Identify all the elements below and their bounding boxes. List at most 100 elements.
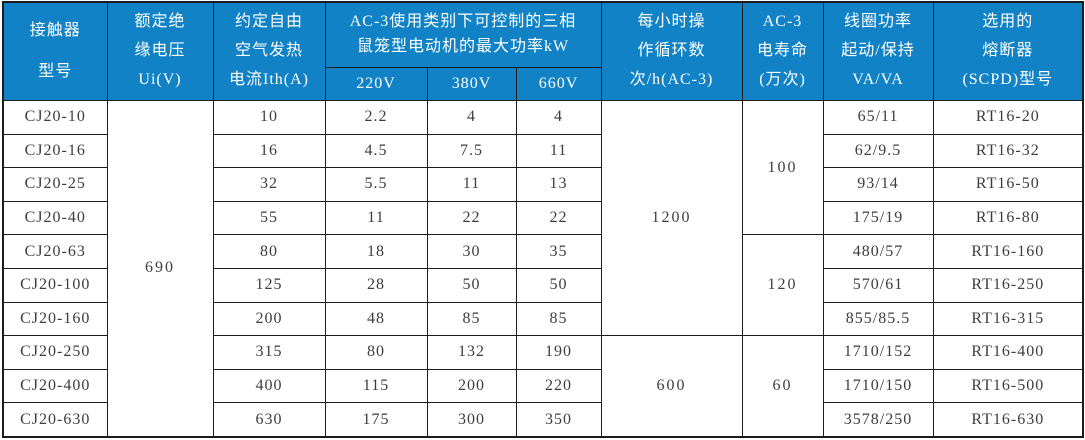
table-body: CJ20-10 690 10 2.2 4 4 1200 100 65/11 RT… bbox=[2, 99, 1084, 438]
cell-thermal-current: 80 bbox=[212, 234, 326, 269]
table-row: CJ20-160 200 48 85 85 855/85.5 RT16-315 bbox=[2, 301, 1084, 337]
cell-thermal-current: 16 bbox=[212, 133, 326, 169]
cell-electrical-life: 120 bbox=[741, 234, 824, 337]
cell-fuse-type: RT16-400 bbox=[932, 335, 1084, 370]
cell-thermal-current: 400 bbox=[212, 368, 326, 404]
cell-power-220: 5.5 bbox=[324, 167, 428, 202]
table-row: CJ20-40 55 11 22 22 175/19 RT16-80 bbox=[2, 200, 1084, 236]
cell-model: CJ20-63 bbox=[2, 234, 108, 269]
cell-power-220: 175 bbox=[324, 402, 428, 438]
cell-fuse-type: RT16-315 bbox=[932, 301, 1084, 337]
cell-thermal-current: 55 bbox=[212, 200, 326, 236]
table-row: CJ20-63 80 18 30 35 120 480/57 RT16-160 bbox=[2, 234, 1084, 337]
header-conventional-thermal-current: 约定自由 空气发热 电流Ith(A) bbox=[212, 1, 326, 101]
cell-power-380: 4 bbox=[426, 100, 517, 135]
cell-power-380: 50 bbox=[426, 267, 517, 303]
cell-power-660: 190 bbox=[515, 335, 602, 370]
header-row-top: 接触器 型号 额定绝 缘电压 Ui(V) 约定自由 空气发热 电流Ith(A) … bbox=[2, 1, 1084, 101]
cell-power-380: 200 bbox=[426, 368, 517, 404]
cell-fuse-type: RT16-80 bbox=[932, 200, 1084, 236]
cell-rated-insulation-voltage: 690 bbox=[106, 99, 214, 438]
cell-power-220: 2.2 bbox=[324, 100, 428, 135]
cell-power-380: 22 bbox=[426, 200, 517, 236]
cell-coil-power: 855/85.5 bbox=[822, 301, 934, 337]
cell-thermal-current: 315 bbox=[212, 335, 326, 370]
cell-power-660: 50 bbox=[515, 267, 602, 303]
cell-operating-cycles: 600 bbox=[600, 335, 743, 438]
cell-thermal-current: 200 bbox=[212, 301, 326, 337]
header-rated-insulation-voltage: 额定绝 缘电压 Ui(V) bbox=[106, 1, 214, 101]
cell-power-380: 7.5 bbox=[426, 133, 517, 169]
cell-power-220: 4.5 bbox=[324, 133, 428, 169]
cell-coil-power: 1710/150 bbox=[822, 368, 934, 404]
table-row: CJ20-400 400 115 200 220 1710/150 RT16-5… bbox=[2, 368, 1084, 404]
table-row: CJ20-16 16 4.5 7.5 11 62/9.5 RT16-32 bbox=[2, 133, 1084, 169]
cell-power-660: 4 bbox=[515, 100, 602, 135]
header-voltage-220: 220V bbox=[324, 67, 428, 101]
header-voltage-380: 380V bbox=[426, 67, 517, 101]
cell-power-380: 11 bbox=[426, 167, 517, 202]
cell-model: CJ20-630 bbox=[2, 402, 108, 438]
cell-thermal-current: 630 bbox=[212, 402, 326, 438]
cell-power-380: 132 bbox=[426, 335, 517, 370]
cell-model: CJ20-100 bbox=[2, 267, 108, 303]
cell-coil-power: 1710/152 bbox=[822, 335, 934, 370]
cell-fuse-type: RT16-32 bbox=[932, 133, 1084, 169]
cell-fuse-type: RT16-50 bbox=[932, 167, 1084, 202]
cell-electrical-life: 100 bbox=[741, 99, 824, 236]
cell-coil-power: 93/14 bbox=[822, 167, 934, 202]
cell-coil-power: 175/19 bbox=[822, 200, 934, 236]
cell-fuse-type: RT16-20 bbox=[932, 100, 1084, 135]
table-row: CJ20-25 32 5.5 11 13 93/14 RT16-50 bbox=[2, 167, 1084, 202]
cell-model: CJ20-160 bbox=[2, 301, 108, 337]
cell-fuse-type: RT16-250 bbox=[932, 267, 1084, 303]
cell-power-220: 28 bbox=[324, 267, 428, 303]
cell-coil-power: 480/57 bbox=[822, 234, 934, 269]
cell-model: CJ20-16 bbox=[2, 133, 108, 169]
cell-model: CJ20-10 bbox=[2, 100, 108, 135]
cell-model: CJ20-25 bbox=[2, 167, 108, 202]
cell-thermal-current: 125 bbox=[212, 267, 326, 303]
header-model: 接触器 型号 bbox=[2, 1, 108, 101]
table-row: CJ20-630 630 175 300 350 3578/250 RT16-6… bbox=[2, 402, 1084, 438]
header-operating-cycles: 每小时操 作循环数 次/h(AC-3) bbox=[600, 1, 743, 101]
cell-power-220: 48 bbox=[324, 301, 428, 337]
cell-power-220: 80 bbox=[324, 335, 428, 370]
cell-operating-cycles: 1200 bbox=[600, 99, 743, 337]
cell-power-660: 22 bbox=[515, 200, 602, 236]
cell-power-660: 350 bbox=[515, 402, 602, 438]
cell-coil-power: 570/61 bbox=[822, 267, 934, 303]
cell-model: CJ20-250 bbox=[2, 335, 108, 370]
cell-power-660: 35 bbox=[515, 234, 602, 269]
cell-thermal-current: 10 bbox=[212, 100, 326, 135]
cell-power-660: 13 bbox=[515, 167, 602, 202]
cell-model: CJ20-400 bbox=[2, 368, 108, 404]
cell-power-220: 115 bbox=[324, 368, 428, 404]
cell-electrical-life: 60 bbox=[741, 335, 824, 438]
table-row: CJ20-250 315 80 132 190 600 60 1710/152 … bbox=[2, 335, 1084, 438]
header-voltage-660: 660V bbox=[515, 67, 602, 101]
header-fuse-type: 选用的 熔断器 (SCPD)型号 bbox=[932, 1, 1084, 101]
cell-power-660: 85 bbox=[515, 301, 602, 337]
header-electrical-life: AC-3 电寿命 (万次) bbox=[741, 1, 824, 101]
cell-fuse-type: RT16-160 bbox=[932, 234, 1084, 269]
cell-power-660: 11 bbox=[515, 133, 602, 169]
cell-model: CJ20-40 bbox=[2, 200, 108, 236]
cell-fuse-type: RT16-630 bbox=[932, 402, 1084, 438]
header-coil-power: 线圈功率 起动/保持 VA/VA bbox=[822, 1, 934, 101]
cell-coil-power: 3578/250 bbox=[822, 402, 934, 438]
cell-coil-power: 65/11 bbox=[822, 100, 934, 135]
cell-power-220: 18 bbox=[324, 234, 428, 269]
table-header: 接触器 型号 额定绝 缘电压 Ui(V) 约定自由 空气发热 电流Ith(A) … bbox=[2, 1, 1084, 101]
cell-thermal-current: 32 bbox=[212, 167, 326, 202]
cell-coil-power: 62/9.5 bbox=[822, 133, 934, 169]
cell-power-220: 11 bbox=[324, 200, 428, 236]
header-row-sub: 220V 380V 660V bbox=[3, 67, 1083, 101]
cell-power-380: 300 bbox=[426, 402, 517, 438]
table-row: CJ20-10 690 10 2.2 4 4 1200 100 65/11 RT… bbox=[2, 99, 1084, 438]
cell-power-380: 85 bbox=[426, 301, 517, 337]
cell-power-380: 30 bbox=[426, 234, 517, 269]
table-row: CJ20-100 125 28 50 50 570/61 RT16-250 bbox=[2, 267, 1084, 303]
header-ac3-max-power-group: AC-3使用类别下可控制的三相 鼠笼型电动机的最大功率kW bbox=[324, 1, 602, 68]
